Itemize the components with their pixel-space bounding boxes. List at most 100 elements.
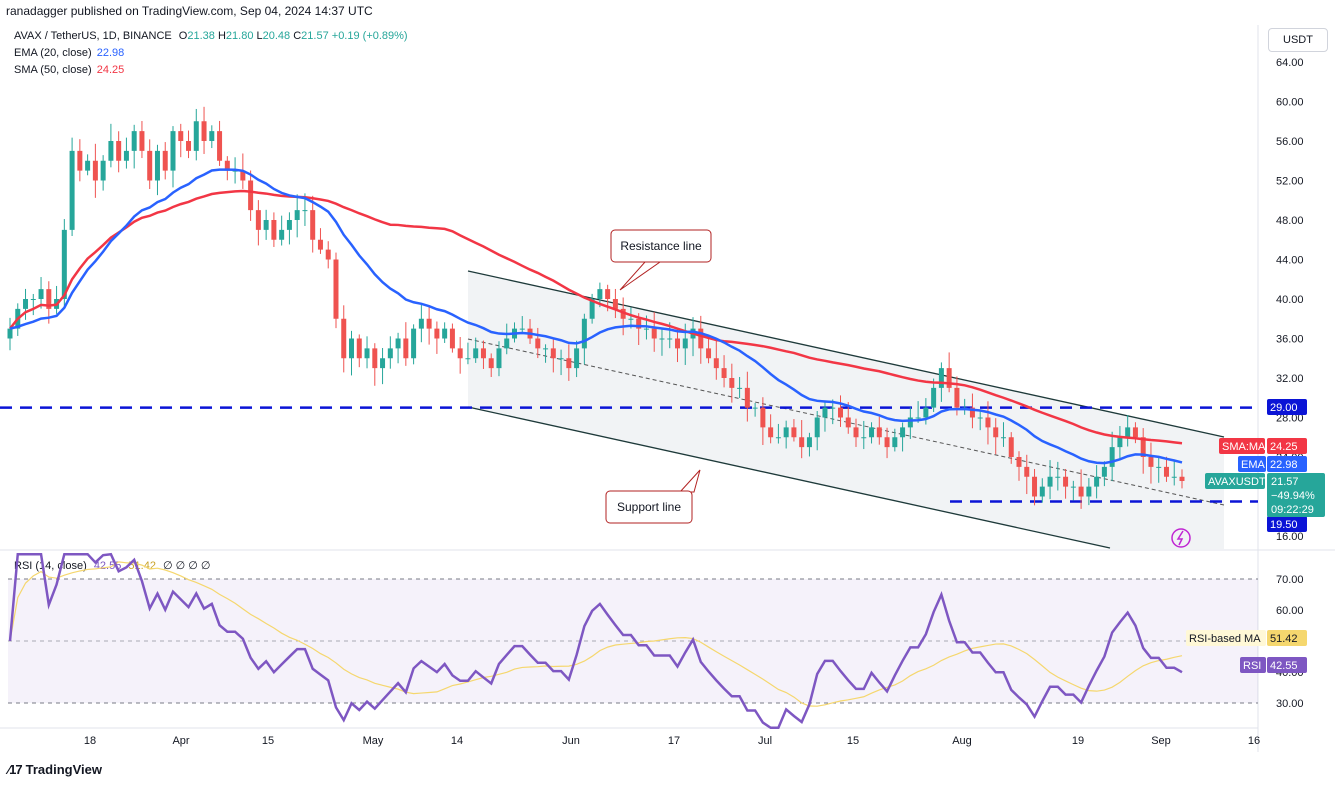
price-tick-label: 36.00: [1276, 334, 1304, 346]
candle-body: [178, 131, 184, 141]
rsi-name-tag: RSI: [1243, 660, 1261, 672]
ohlc-close-label: C: [293, 30, 302, 42]
candle-body: [1125, 427, 1131, 438]
price-tick-label: 60.00: [1276, 97, 1304, 109]
ohlc-low: 20.48: [262, 30, 291, 42]
candle-body: [628, 318, 634, 320]
rsi-ma-value-tag-bg: [1267, 630, 1307, 646]
candle-body: [349, 338, 355, 359]
currency-button[interactable]: USDT: [1268, 28, 1328, 52]
candle-body: [170, 131, 176, 171]
candle-body: [333, 259, 339, 319]
candle-body: [442, 328, 448, 339]
candle-body: [1086, 486, 1092, 497]
ema-value-tag-bg: [1267, 456, 1307, 472]
candle-body: [752, 407, 758, 409]
price-tick-label: 16.00: [1276, 531, 1304, 543]
price-tick-label: 40.00: [1276, 294, 1304, 306]
candle-body: [356, 338, 362, 359]
candle-body: [224, 160, 230, 171]
time-tick-label: May: [363, 735, 384, 747]
candle-body: [38, 289, 44, 299]
candle-body: [131, 131, 137, 151]
candle-body: [566, 358, 572, 369]
candle-body: [543, 348, 549, 350]
rsi-tick-label: 30.00: [1276, 698, 1304, 710]
candle-body: [1117, 437, 1123, 448]
time-tick-label: 18: [84, 735, 96, 747]
rsi-tick-label: 60.00: [1276, 605, 1304, 617]
price-tick-label: 44.00: [1276, 255, 1304, 267]
candle-body: [209, 131, 215, 141]
candle-body: [744, 387, 750, 408]
footer-brand-name: TradingView: [25, 762, 102, 777]
rsi-value-tag-bg: [1267, 657, 1307, 673]
candle-body: [931, 387, 937, 408]
candle-body: [574, 348, 580, 369]
candle-body: [61, 229, 67, 299]
candle-body: [480, 348, 486, 359]
candle-body: [620, 308, 626, 319]
candle-body: [954, 387, 960, 408]
time-tick-label: Sep: [1151, 735, 1171, 747]
price-tick-label: 52.00: [1276, 176, 1304, 188]
candle-body: [286, 220, 292, 230]
candle-body: [806, 437, 812, 448]
tradingview-logo-icon: ⁄17: [8, 762, 23, 777]
level-1950-tag: 19.50: [1270, 519, 1298, 531]
candle-body: [1000, 437, 1006, 439]
candle-body: [791, 427, 797, 438]
candle-body: [317, 239, 323, 250]
time-tick-label: 17: [668, 735, 680, 747]
rsi-tick-label: 70.00: [1276, 574, 1304, 586]
sma-line: [9, 189, 1183, 445]
ema-legend: EMA (20, close) 22.98: [14, 47, 124, 59]
candle-body: [775, 437, 781, 439]
symbol-change-tag: −49.94%: [1271, 490, 1315, 502]
symbol-price-tag: 21.57: [1271, 476, 1299, 488]
candle-body: [822, 407, 828, 418]
time-tick-label: Jul: [758, 735, 772, 747]
candle-body: [799, 437, 805, 448]
sma-legend-value: 24.25: [96, 64, 125, 76]
candle-body: [193, 121, 199, 151]
candle-body: [519, 328, 525, 330]
candle-body: [1063, 476, 1069, 487]
candle-body: [612, 299, 618, 309]
candle-body: [271, 220, 277, 240]
candle-body: [46, 289, 52, 309]
candle-body: [1101, 466, 1107, 477]
ema-line: [9, 168, 1183, 465]
candle-body: [1132, 427, 1138, 438]
ohlc-open-label: O: [178, 30, 188, 42]
support-callout: Support line: [605, 469, 701, 524]
candle-body: [154, 150, 160, 181]
candle-body: [1055, 476, 1061, 478]
rsi-ma-value-tag: 51.42: [1270, 633, 1298, 645]
publisher-line: ranadagger published on TradingView.com,…: [6, 4, 373, 18]
footer-brand: ⁄17 TradingView: [8, 762, 102, 777]
candle-body: [7, 328, 13, 339]
sma-legend-label: SMA (50, close): [14, 64, 92, 76]
candle-body: [279, 229, 285, 240]
candle-body: [853, 427, 859, 438]
time-tick-label: 15: [262, 735, 274, 747]
ohlc-close: 21.57: [301, 30, 329, 42]
candle-body: [1047, 476, 1053, 487]
candle-body: [116, 141, 122, 161]
candle-body: [465, 358, 471, 360]
candle-body: [1148, 457, 1154, 467]
candle-body: [643, 328, 649, 330]
candle-body: [263, 220, 269, 230]
time-tick-label: Jun: [562, 735, 580, 747]
support-trendline: [467, 406, 1111, 549]
symbol-name-tag-bg: [1205, 473, 1265, 489]
candle-body: [900, 427, 906, 438]
sma-name-tag-bg: [1219, 438, 1265, 454]
ema-name-tag: EMA: [1241, 459, 1266, 471]
candle-body: [23, 299, 29, 309]
candle-body: [434, 328, 440, 339]
candle-body: [783, 427, 789, 438]
ema-legend-label: EMA (20, close): [14, 47, 92, 59]
